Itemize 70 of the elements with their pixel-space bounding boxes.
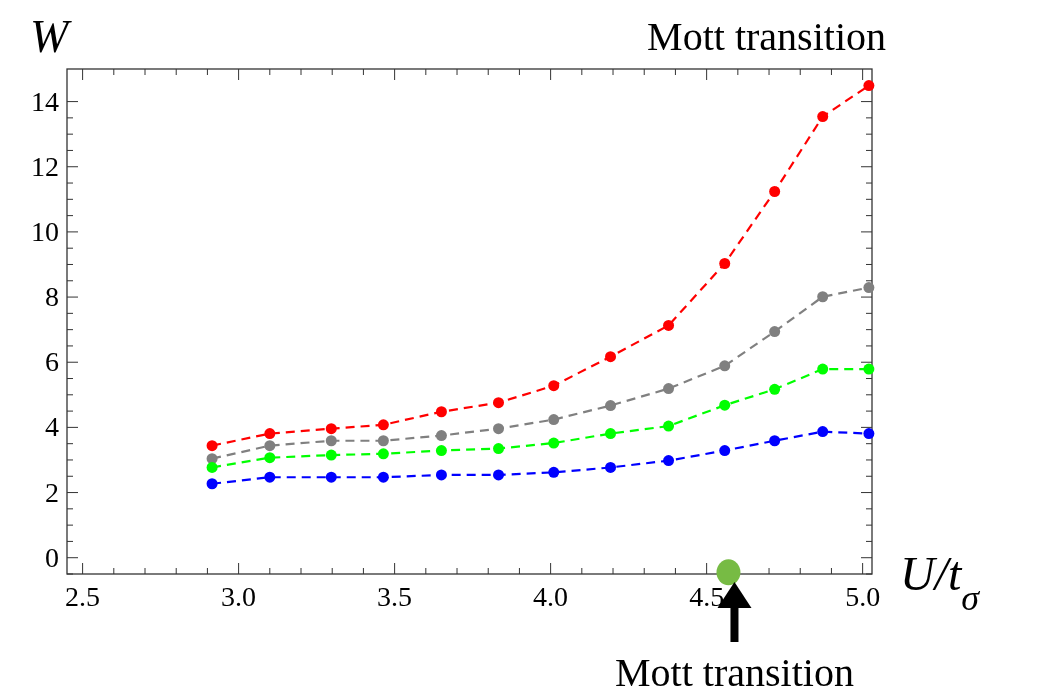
y-tick-label: 4 <box>45 411 59 443</box>
point <box>863 363 875 375</box>
point <box>264 452 276 464</box>
y-tick-label: 12 <box>31 150 59 182</box>
point <box>863 80 875 92</box>
point <box>435 406 447 418</box>
y-tick-label: 0 <box>45 541 59 573</box>
x-tick-label: 5.0 <box>845 581 881 612</box>
point <box>548 437 560 449</box>
point <box>377 471 389 483</box>
point <box>493 443 505 455</box>
y-tick-label: 10 <box>31 215 59 247</box>
point <box>605 461 617 473</box>
point <box>325 423 337 435</box>
point <box>605 351 617 363</box>
point <box>493 397 505 409</box>
point <box>435 445 447 457</box>
point <box>206 478 218 490</box>
y-tick-label: 2 <box>45 476 59 508</box>
point <box>548 380 560 392</box>
point <box>493 469 505 481</box>
point <box>325 449 337 461</box>
point <box>719 399 731 411</box>
y-tick-label: 8 <box>45 281 59 313</box>
point <box>377 448 389 460</box>
point <box>548 466 560 478</box>
text: Mott transition <box>647 14 886 59</box>
x-axis-title: U/t$_{σ}$ <box>900 547 981 618</box>
x-tick-label: 4.0 <box>533 581 569 612</box>
point <box>719 360 731 372</box>
y-tick-label: 14 <box>31 85 59 117</box>
point <box>605 428 617 440</box>
point <box>719 445 731 457</box>
point <box>264 471 276 483</box>
point <box>435 469 447 481</box>
x-tick-label: 4.5 <box>689 581 725 612</box>
point <box>817 426 829 438</box>
point <box>264 428 276 440</box>
point <box>325 435 337 447</box>
annotation: Mott transition <box>615 650 854 695</box>
point <box>548 414 560 426</box>
point <box>769 186 781 197</box>
point <box>817 291 829 303</box>
x-tick-label: 2.5 <box>65 581 101 612</box>
point <box>435 430 447 442</box>
point <box>663 383 675 395</box>
point <box>769 326 781 338</box>
point <box>605 400 617 412</box>
y-tick-label: 6 <box>45 346 59 378</box>
point <box>769 383 781 395</box>
point <box>377 435 389 447</box>
x-tick-label: 3.0 <box>221 581 257 612</box>
point <box>663 455 675 467</box>
point <box>817 111 829 123</box>
point <box>206 440 218 452</box>
point <box>325 471 337 483</box>
point <box>769 435 781 447</box>
point <box>264 440 276 452</box>
point <box>663 319 675 331</box>
point <box>863 428 875 440</box>
point <box>817 363 829 375</box>
point <box>493 423 505 435</box>
point <box>716 559 741 586</box>
y-axis-title: W <box>30 11 72 62</box>
point <box>719 258 731 270</box>
point <box>863 282 875 294</box>
point <box>377 419 389 431</box>
x-tick-label: 3.5 <box>377 581 413 612</box>
point <box>663 420 675 432</box>
point <box>206 461 218 473</box>
